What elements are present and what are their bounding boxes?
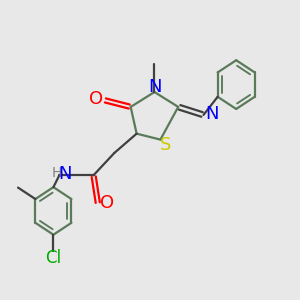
Text: N: N (205, 105, 219, 123)
Text: N: N (148, 78, 162, 96)
Text: S: S (160, 136, 171, 154)
Text: O: O (100, 194, 114, 212)
Text: Cl: Cl (45, 250, 62, 268)
Text: O: O (88, 90, 103, 108)
Text: H: H (52, 167, 62, 181)
Text: N: N (58, 165, 71, 183)
